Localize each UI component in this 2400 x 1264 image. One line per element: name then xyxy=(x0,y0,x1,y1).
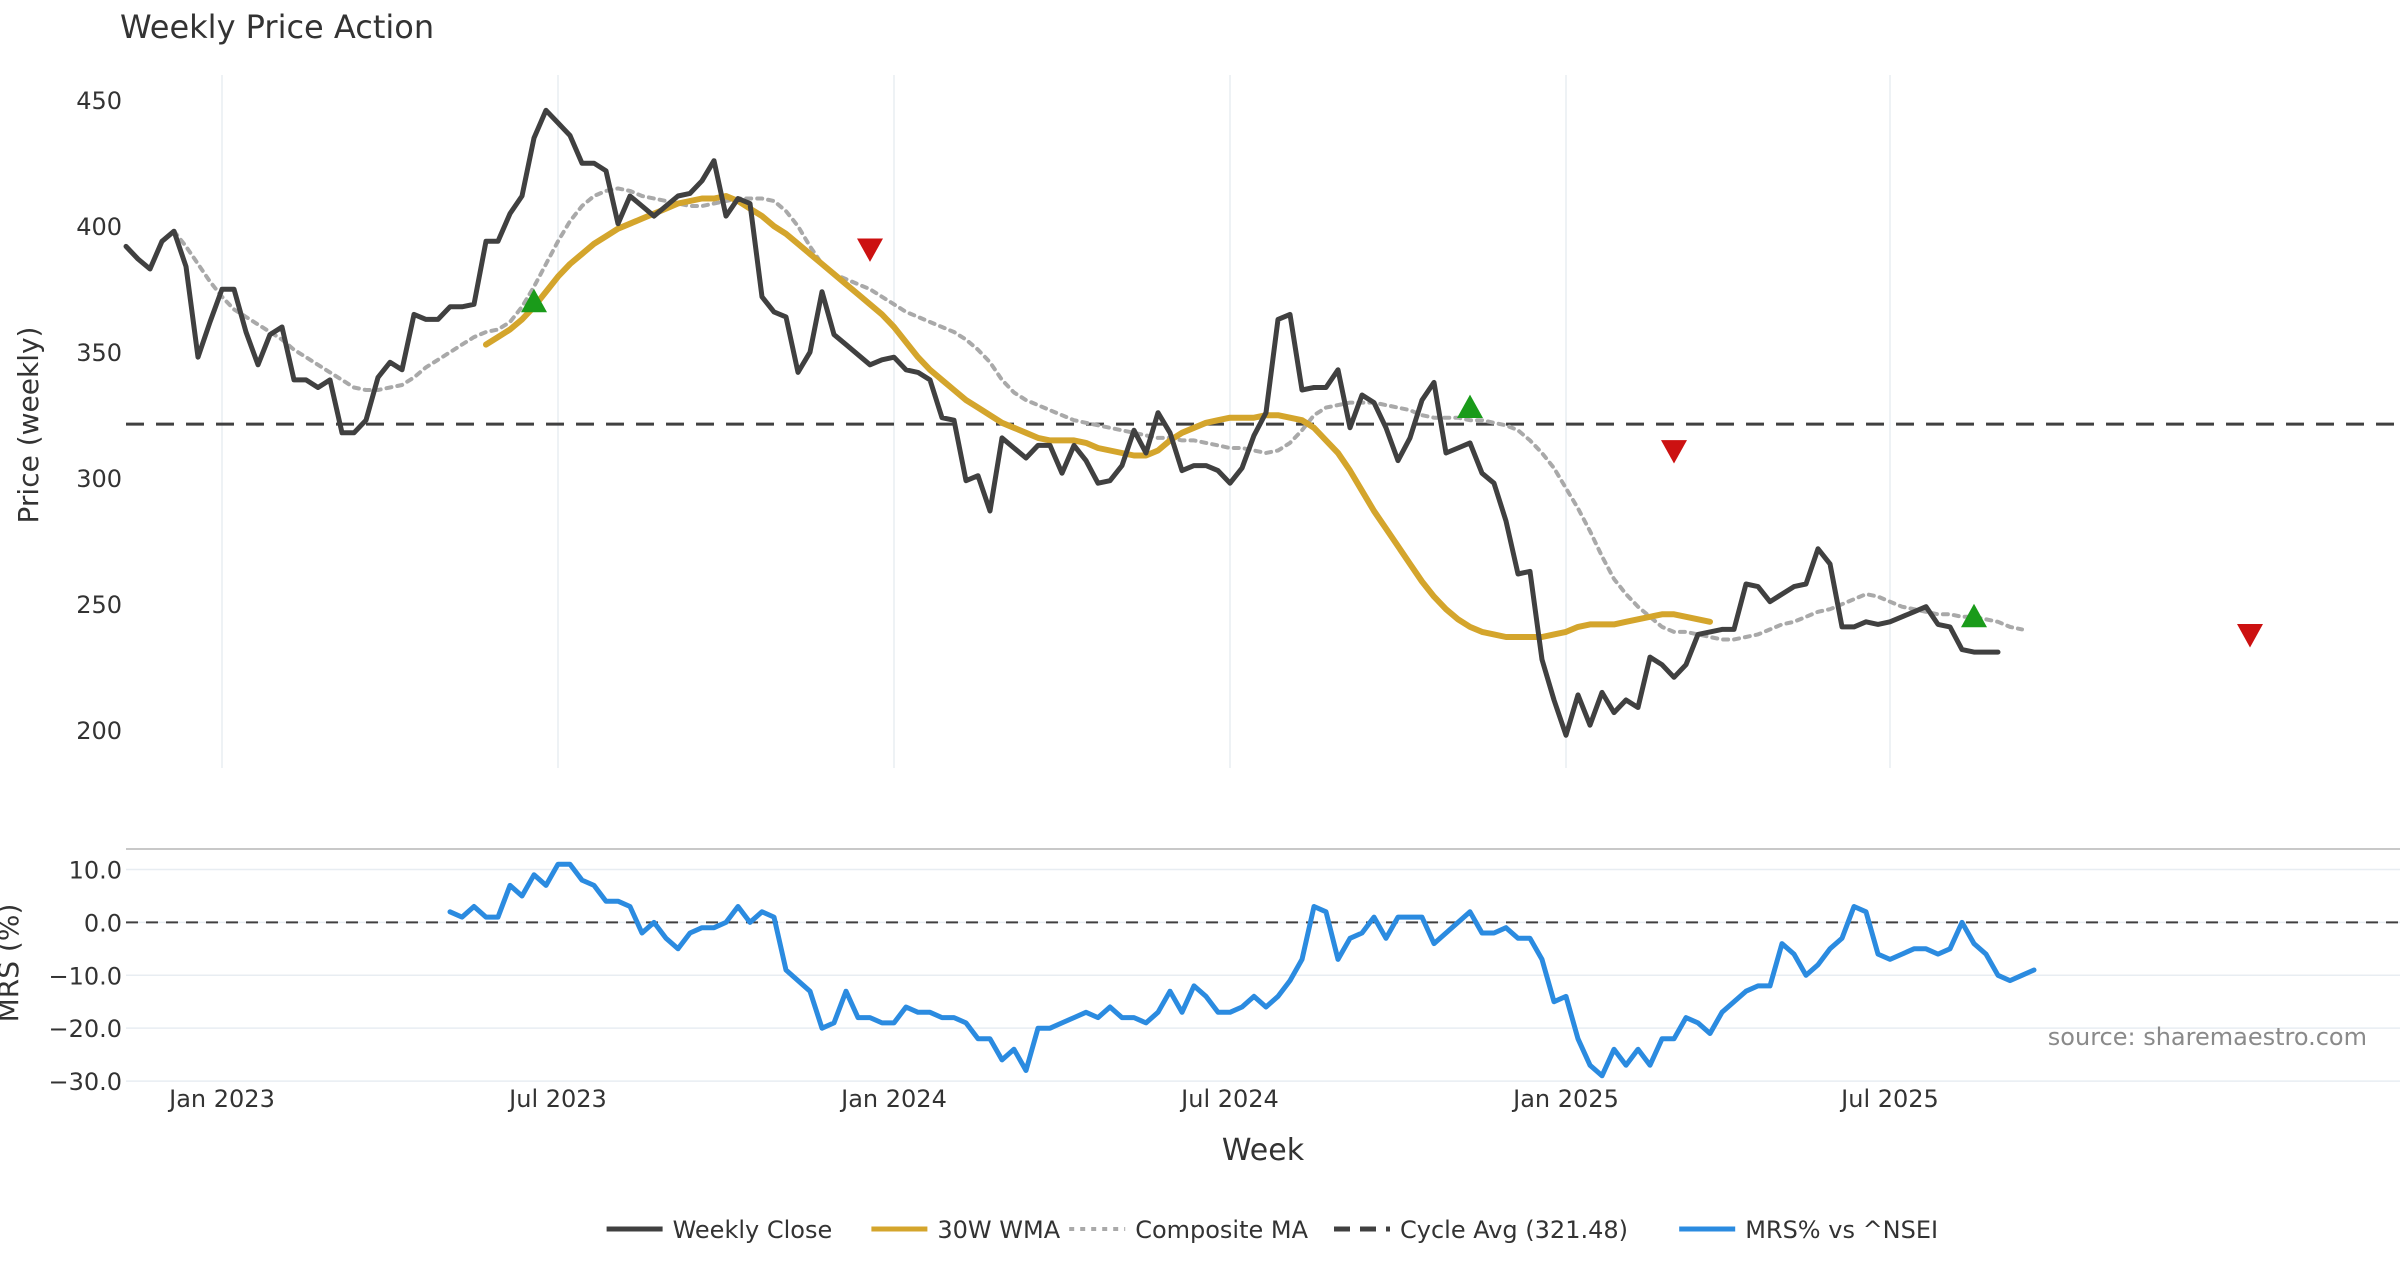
mrs-y-tick-label: 0.0 xyxy=(84,909,122,937)
mrs-y-tick-label: 10.0 xyxy=(69,857,122,885)
signal-markers xyxy=(521,238,2263,648)
series-line-30w-wma xyxy=(483,193,1713,640)
x-tick-label: Jul 2025 xyxy=(1839,1085,1939,1113)
price-y-ticks: 200 250 300 350 400 450 xyxy=(76,87,122,745)
mrs-y-ticks: 10.0 0.0 −10.0 −20.0 −30.0 xyxy=(48,857,122,1097)
price-y-tick-label: 450 xyxy=(76,87,122,115)
series-line-weekly-close xyxy=(123,107,2001,738)
series-line-mrs-vs-nsei xyxy=(447,861,2037,1079)
price-y-tick-label: 250 xyxy=(76,591,122,619)
x-tick-label: Jul 2023 xyxy=(507,1085,607,1113)
price-y-axis-label: Price (weekly) xyxy=(12,327,45,524)
x-tick-label: Jan 2024 xyxy=(839,1085,947,1113)
mrs-y-tick-label: −20.0 xyxy=(48,1015,122,1043)
mrs-panel: 10.0 0.0 −10.0 −20.0 −30.0 MRS (%) source: s… xyxy=(0,848,2400,1168)
x-tick-label: Jan 2023 xyxy=(167,1085,275,1113)
series-line-composite-ma xyxy=(172,186,2024,642)
legend-label: Composite MA xyxy=(1135,1216,1308,1244)
buy-signal-marker xyxy=(521,288,547,313)
mrs-y-axis-label: MRS (%) xyxy=(0,904,25,1023)
x-axis-label: Week xyxy=(1222,1133,1305,1168)
x-tick-label: Jul 2024 xyxy=(1179,1085,1279,1113)
legend: Weekly Close 30W WMA Composite MA Cycle Avg… xyxy=(606,1216,1938,1244)
legend-label: 30W WMA xyxy=(937,1216,1060,1244)
mrs-y-tick-label: −10.0 xyxy=(48,962,122,990)
price-chart-title: Weekly Price Action xyxy=(120,8,434,46)
source-annotation: source: sharemaestro.com xyxy=(2048,1023,2367,1051)
mrs-y-tick-label: −30.0 xyxy=(48,1068,122,1096)
buy-signal-marker xyxy=(1961,603,1987,628)
sell-signal-marker xyxy=(1661,440,1687,464)
price-series-group xyxy=(123,107,2024,738)
price-y-tick-label: 200 xyxy=(76,717,122,745)
legend-label: MRS% vs ^NSEI xyxy=(1745,1216,1938,1244)
sell-signal-marker xyxy=(857,238,883,262)
price-panel: Weekly Price Action 200 250 300 350 400 450 P… xyxy=(12,8,2400,768)
buy-signal-marker xyxy=(1457,394,1483,419)
legend-label: Weekly Close xyxy=(673,1216,833,1244)
x-tick-label: Jan 2025 xyxy=(1511,1085,1619,1113)
price-y-tick-label: 300 xyxy=(76,465,122,493)
sell-signal-marker xyxy=(2237,624,2263,648)
mrs-series-group xyxy=(447,861,2037,1079)
x-axis-ticks: Jan 2023 Jul 2023 Jan 2024 Jul 2024 Jan 2025… xyxy=(167,1085,1939,1113)
legend-label: Cycle Avg (321.48) xyxy=(1400,1216,1628,1244)
price-y-tick-label: 400 xyxy=(76,213,122,241)
price-gridlines xyxy=(221,75,1891,768)
price-y-tick-label: 350 xyxy=(76,339,122,367)
